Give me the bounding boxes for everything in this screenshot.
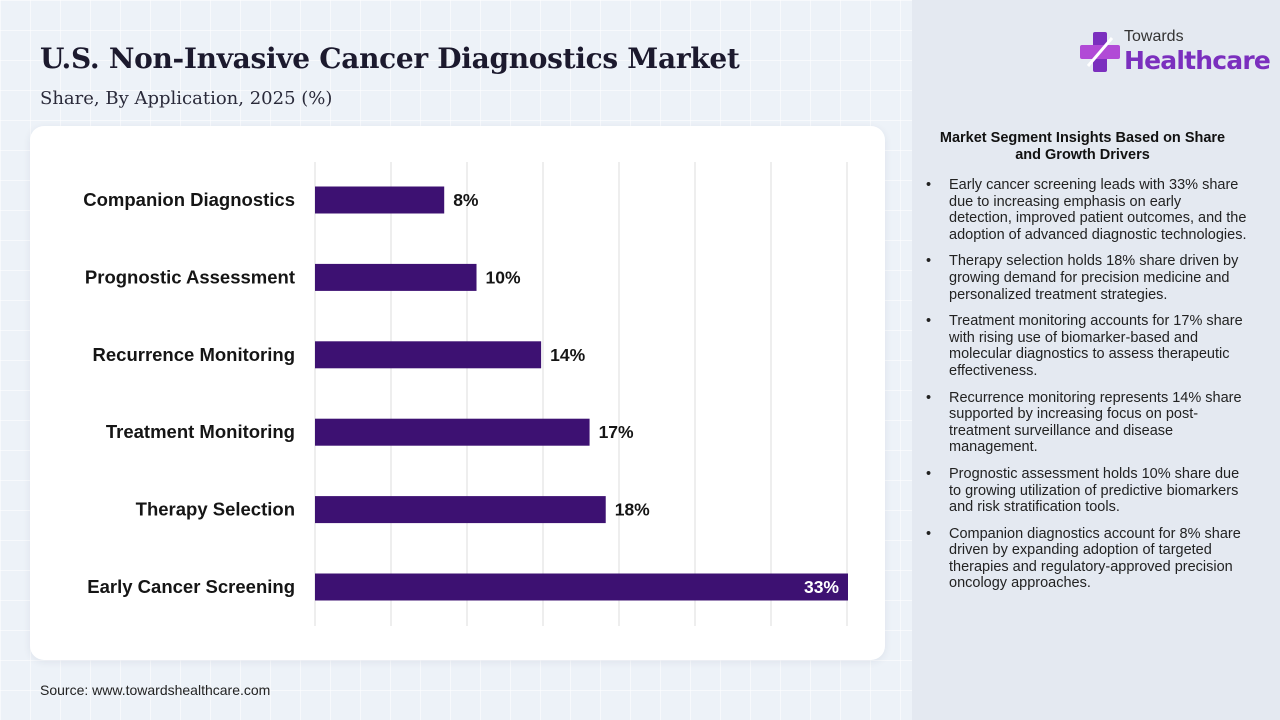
bar-chart: Companion Diagnostics 8% Prognostic Assess… [83, 162, 848, 626]
source-note: Source: www.towardshealthcare.com [40, 682, 271, 698]
bar [315, 573, 848, 601]
insights-list: Early cancer screening leads with 33% sh… [922, 177, 1247, 602]
insight-item: Prognostic assessment holds 10% share du… [922, 466, 1247, 516]
category-label: Treatment Monitoring [106, 421, 295, 442]
category-label: Recurrence Monitoring [93, 344, 296, 365]
data-label: 8% [453, 190, 479, 210]
insight-item: Treatment monitoring accounts for 17% sh… [922, 313, 1247, 379]
data-label: 10% [486, 267, 521, 287]
chart-card: Companion Diagnostics 8% Prognostic Assess… [30, 126, 885, 660]
data-label: 33% [804, 577, 839, 597]
category-label: Early Cancer Screening [87, 576, 295, 597]
insight-item: Early cancer screening leads with 33% sh… [922, 177, 1247, 243]
insight-item: Companion diagnostics account for 8% sha… [922, 526, 1247, 592]
page-title: U.S. Non-Invasive Cancer Diagnostics Mar… [40, 42, 740, 75]
logo-text-main: Healthcare [1124, 46, 1271, 75]
logo-text-top: Towards [1124, 28, 1184, 45]
bar [315, 263, 477, 291]
insight-item: Recurrence monitoring represents 14% sha… [922, 390, 1247, 456]
brand-logo: Towards Healthcare [1080, 28, 1271, 78]
data-label: 18% [615, 500, 650, 520]
bar [315, 418, 590, 446]
bar [315, 496, 606, 524]
category-label: Companion Diagnostics [83, 189, 295, 210]
page-subtitle: Share, By Application, 2025 (%) [40, 88, 333, 109]
bar [315, 186, 445, 214]
insight-item: Therapy selection holds 18% share driven… [922, 253, 1247, 303]
logo-cross-icon [1080, 32, 1120, 72]
data-label: 17% [599, 422, 634, 442]
bar [315, 341, 542, 369]
category-label: Therapy Selection [136, 499, 295, 520]
category-label: Prognostic Assessment [85, 266, 295, 287]
insights-title: Market Segment Insights Based on Share a… [939, 130, 1226, 163]
data-label: 14% [550, 345, 585, 365]
